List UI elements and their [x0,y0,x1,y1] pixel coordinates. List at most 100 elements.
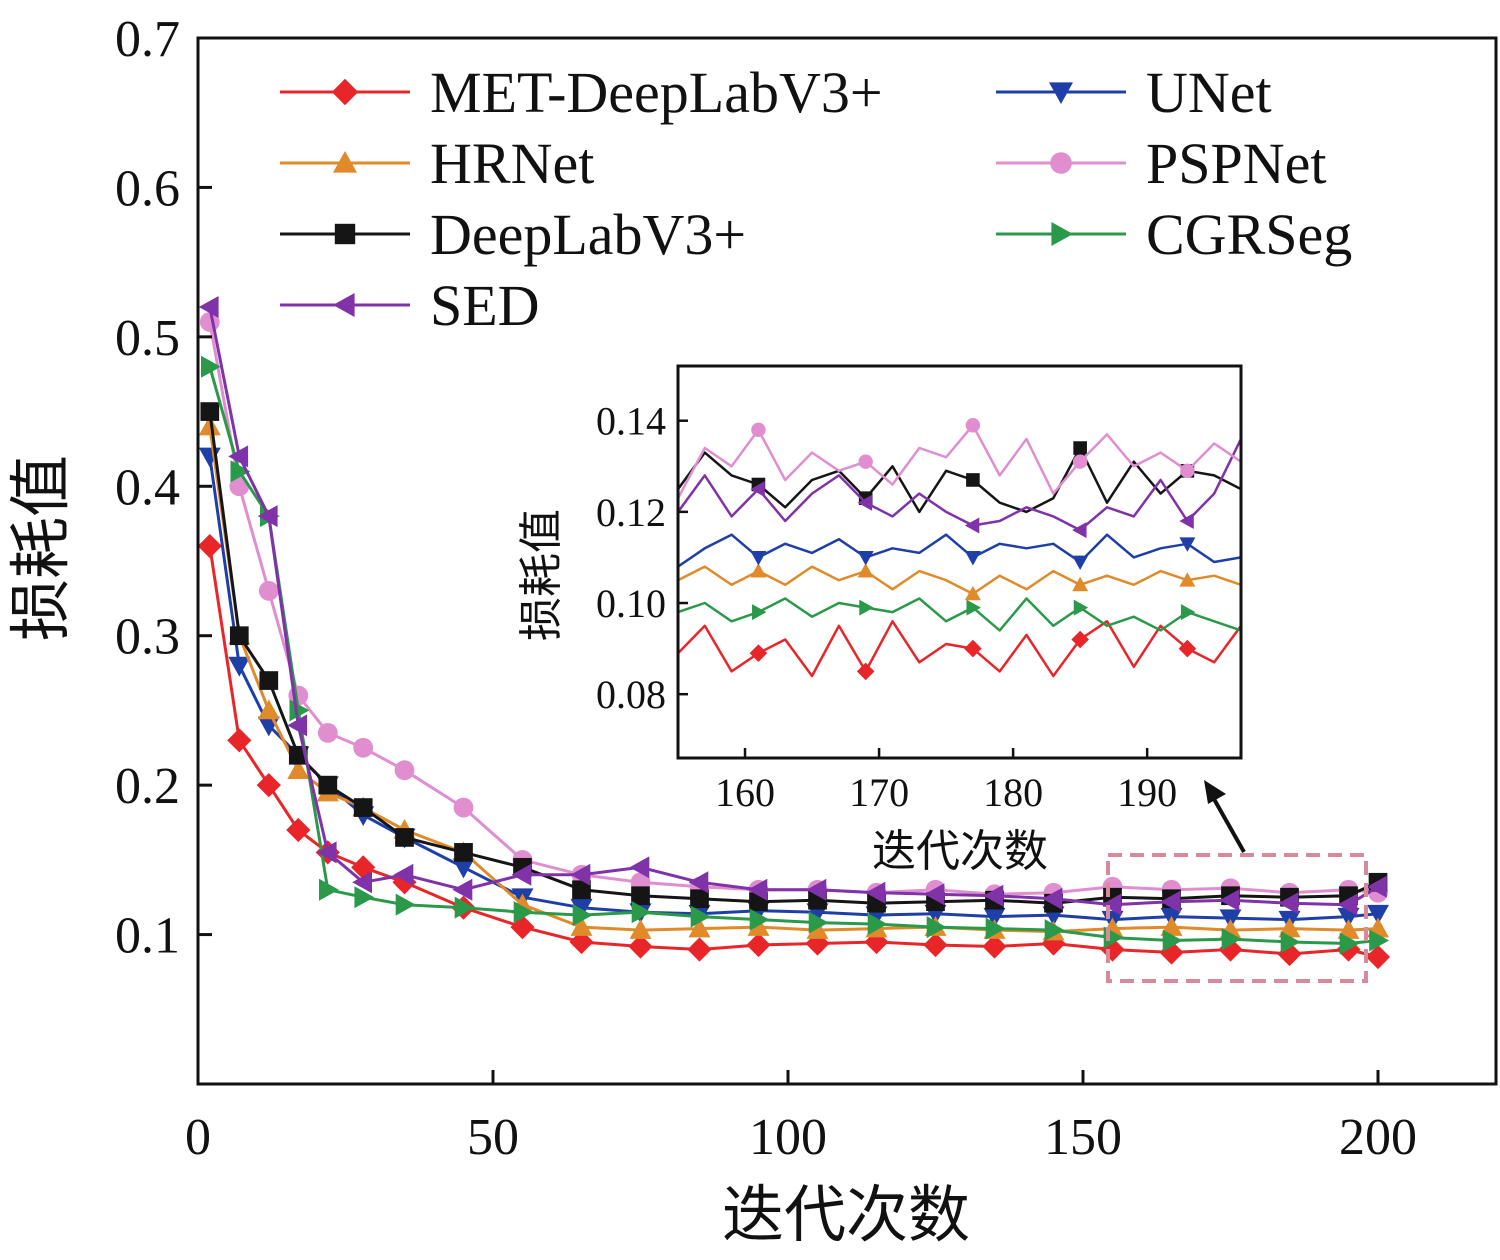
point-deeplabv3 [572,880,591,900]
main-plot-frame [196,36,1498,1086]
point-cgrseg [867,913,888,936]
y-tick-label: 0.4 [115,459,180,516]
point-met-deeplabv3 [628,934,653,959]
point-sed [228,445,249,468]
inset-y-tick-label: 0.08 [596,672,666,717]
point-pspnet [317,722,338,743]
point-met-deeplabv3 [569,929,594,955]
legend-marker-sed [333,293,355,317]
main-series-layer [197,295,1391,970]
inset-series-line-deeplabv3 [676,446,1242,514]
zoom-region-box [1106,853,1368,983]
x-axis-title: 迭代次数 [722,1178,970,1251]
inset-point-met-deeplabv3 [1071,630,1089,649]
y-axis-title: 损耗值 [4,455,77,641]
inset-point-hrnet [750,563,767,578]
point-cgrseg [749,908,770,931]
point-sed [316,841,337,864]
point-met-deeplabv3 [256,773,281,798]
inset-x-tick-label: 180 [983,770,1043,815]
inset-point-unet [1072,555,1089,570]
point-cgrseg [1221,928,1242,951]
legend-label-hrnet: HRNet [430,131,594,196]
point-cgrseg [1280,931,1301,954]
point-hrnet [570,916,593,936]
point-sed [983,884,1004,907]
point-met-deeplabv3 [1041,931,1066,956]
inset-x-tick-label: 190 [1117,770,1177,815]
inset-point-pspnet [1180,463,1195,479]
inset-point-cgrseg [752,604,767,621]
x-tick-label: 100 [749,1109,827,1166]
inset-plot-frame [676,364,1243,760]
legend-marker-met-deeplabv3 [331,78,359,106]
legend-label-pspnet: PSPNet [1146,131,1327,196]
point-sed [1101,893,1122,916]
inset-point-deeplabv3 [1073,441,1087,455]
point-deeplabv3 [318,775,338,795]
point-hrnet [257,699,280,720]
legend-marker-cgrseg [1051,222,1073,246]
point-met-deeplabv3 [746,932,771,958]
inset-series-layer [676,418,1243,681]
x-tick-label: 0 [185,1109,211,1166]
inset-point-sed [750,481,765,498]
point-met-deeplabv3 [1277,941,1302,967]
inset-series-line-met-deeplabv3 [677,620,1243,678]
inset-point-met-deeplabv3 [964,639,982,658]
main-axes-layer: 0.1 0.2 0.3 0.4 0.5 0.6 0.7 0 50 100 150 200 [115,11,1417,1166]
inset-series-line-hrnet [677,565,1242,596]
point-cgrseg [631,901,652,924]
point-met-deeplabv3 [1159,940,1184,965]
inset-point-unet [857,551,874,566]
legend-marker-unet [1049,82,1073,104]
inset-series-line-pspnet [676,424,1242,499]
point-cgrseg [201,355,221,378]
point-cgrseg [319,878,339,901]
legend-label-cgrseg: CGRSeg [1146,202,1352,267]
point-hrnet [1337,919,1360,939]
point-sed [257,505,278,528]
point-sed [452,878,473,901]
inset-chart: 0.08 0.10 0.12 0.14 160 170 180 190 迭代次数 损耗值 [516,364,1243,877]
series-line-sed [208,306,1379,907]
inset-x-tick-label: 170 [849,770,909,815]
y-tick-label: 0.5 [115,310,180,367]
x-tick-label: 200 [1339,1109,1417,1166]
inset-point-pspnet [751,422,766,438]
inset-series-line-sed [676,438,1243,532]
point-pspnet [394,760,415,781]
x-tick-label: 150 [1044,1109,1122,1166]
point-cgrseg [354,886,375,909]
inset-point-cgrseg [1180,604,1196,621]
point-sed [688,871,709,894]
point-deeplabv3 [353,798,373,817]
point-sed [1160,890,1181,913]
inset-background [678,366,1241,758]
inset-point-pspnet [858,454,873,469]
point-sed [629,856,650,879]
inset-point-met-deeplabv3 [749,644,768,662]
x-tick-label: 50 [467,1109,519,1166]
point-deeplabv3 [631,886,650,906]
point-met-deeplabv3 [197,533,222,559]
point-hrnet [629,919,652,939]
point-met-deeplabv3 [687,937,712,962]
point-met-deeplabv3 [923,932,948,958]
point-sed [747,878,768,901]
point-deeplabv3 [690,889,709,909]
inset-point-sed [1179,512,1194,529]
inset-point-sed [1072,522,1087,539]
inset-point-met-deeplabv3 [1178,639,1197,658]
point-cgrseg [572,904,593,927]
inset-y-tick-label: 0.12 [596,490,666,535]
point-pspnet [258,580,279,601]
legend-label-sed: SED [430,273,540,338]
point-deeplabv3 [229,626,249,646]
inset-point-pspnet [1072,454,1088,469]
zoom-arrow [1204,780,1246,853]
point-met-deeplabv3 [227,728,252,753]
point-unet [570,898,593,919]
legend-marker-hrnet [333,151,357,173]
